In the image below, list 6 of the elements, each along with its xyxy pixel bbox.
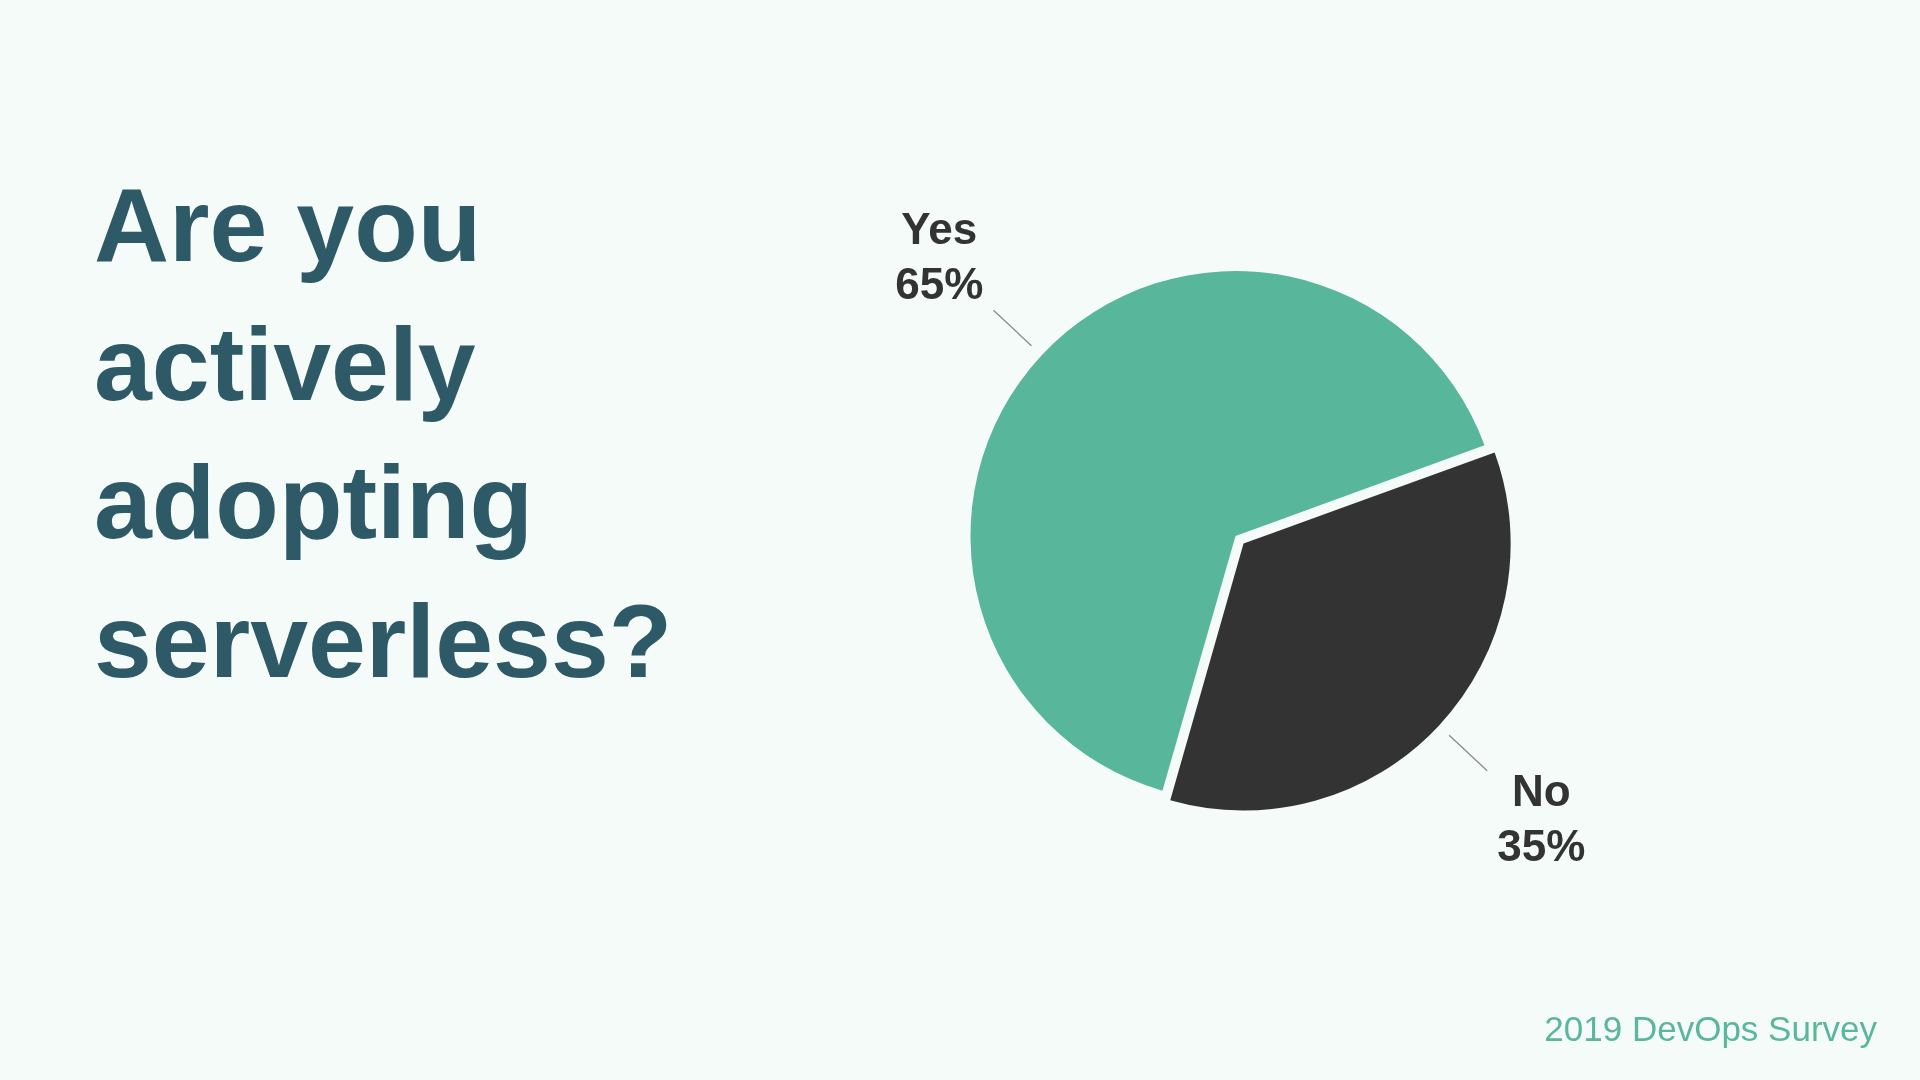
text: 2019 DevOps Survey <box>1544 1009 1877 1049</box>
data-label: 65% <box>895 259 984 309</box>
data-label: 35% <box>1497 820 1586 870</box>
slice-label: No <box>1511 765 1571 815</box>
text: Are you actively adopting serverless? <box>94 166 674 701</box>
slice-label: Yes <box>901 204 978 254</box>
